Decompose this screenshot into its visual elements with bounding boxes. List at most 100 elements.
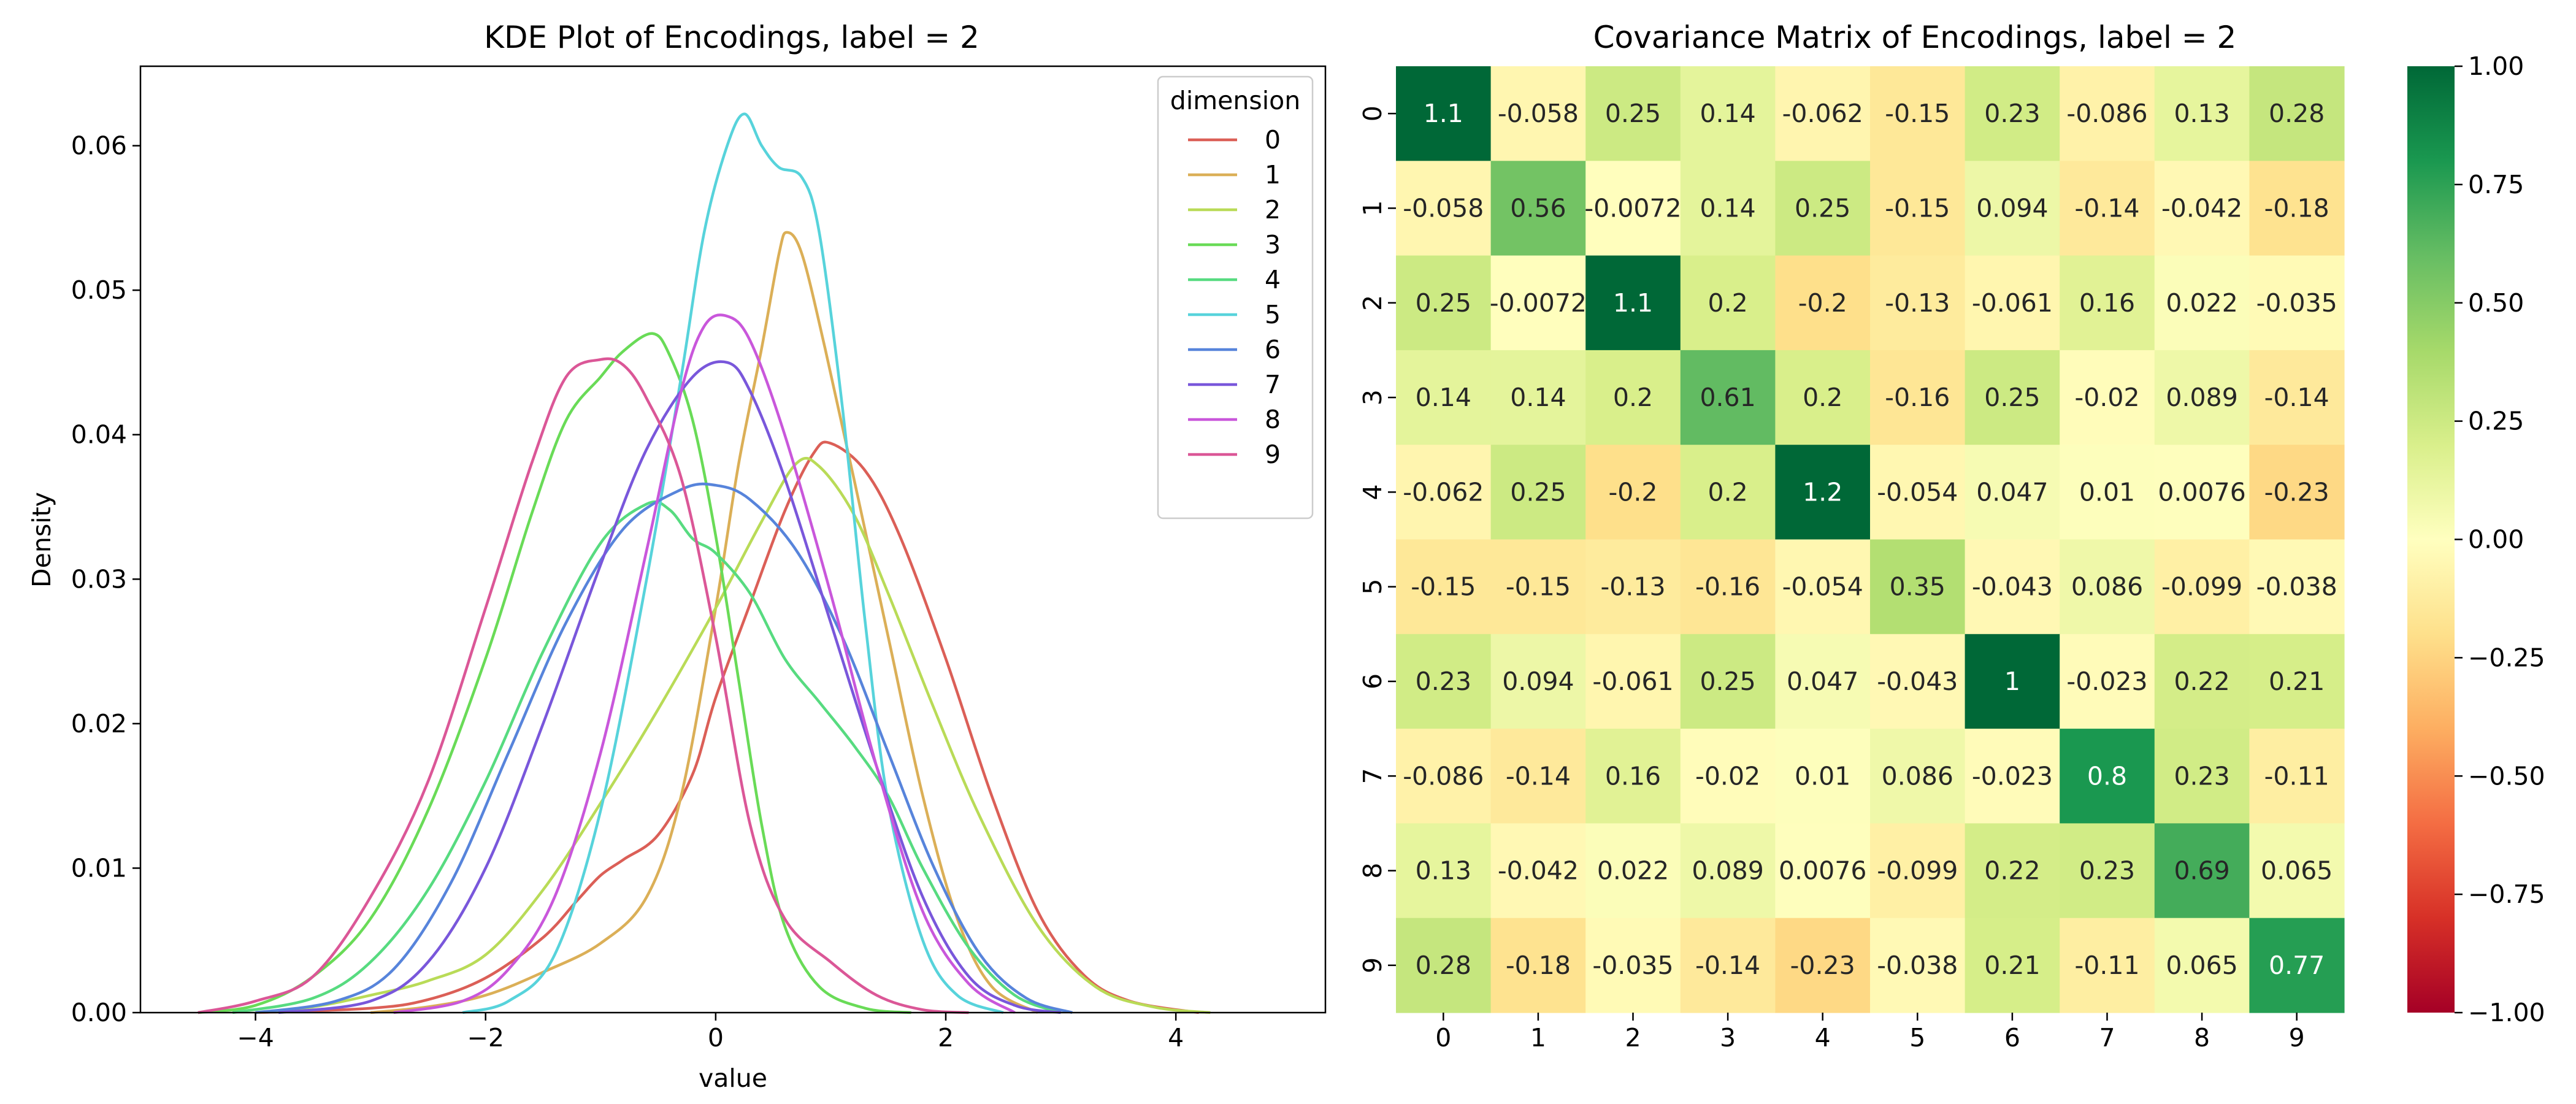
heatmap-cell-label: 0.022 <box>2166 288 2237 318</box>
heatmap-cell-label: -0.23 <box>1790 951 1855 980</box>
heatmap-cell-label: 0.21 <box>2269 667 2325 696</box>
heatmap-cell-label: 0.2 <box>1613 383 1653 412</box>
heatmap-cell <box>1870 66 1966 161</box>
col-tick-label: 1 <box>1530 1023 1546 1052</box>
kde-axes-frame <box>139 65 1327 1014</box>
heatmap-cell <box>1775 161 1871 256</box>
heatmap-cell-label: 1.2 <box>1803 477 1842 507</box>
heatmap-cell <box>1680 350 1776 445</box>
heatmap-cell <box>1775 255 1871 351</box>
heatmap-cell <box>2249 350 2345 445</box>
y-tick-label: 0.05 <box>71 275 127 305</box>
heatmap-cells: 1.1 -0.058 0.25 0.14 -0.062 -0.15 0.23 -0.086 0.… <box>1396 66 2345 1013</box>
heatmap-cell <box>2249 634 2345 729</box>
legend-label-2: 2 <box>1265 195 1281 224</box>
heatmap-cell-label: -0.15 <box>1885 99 1950 128</box>
heatmap-cell-label: -0.15 <box>1411 572 1476 602</box>
heatmap-cell <box>1775 634 1871 729</box>
heatmap-cell-label: -0.061 <box>1592 667 1673 696</box>
heatmap-cell-label: 0.25 <box>1700 667 1755 696</box>
colorbar-tick-label: −1.00 <box>2468 998 2545 1027</box>
heatmap-cell-label: -0.099 <box>2161 572 2242 602</box>
heatmap-cell <box>1490 918 1586 1013</box>
kde-line-dimension-3 <box>197 332 911 1014</box>
heatmap-cell-label: 1.1 <box>1424 99 1463 128</box>
y-tick-label: 0.06 <box>71 131 127 161</box>
row-tick-label: 4 <box>1358 484 1387 500</box>
heatmap-cell-label: 0.0076 <box>2158 477 2245 507</box>
heatmap-cell-label: 0.14 <box>1700 99 1755 128</box>
heatmap-cell <box>1965 66 2060 161</box>
kde-x-axis-ticks: −4 −2 0 2 4 <box>237 1013 1184 1052</box>
heatmap-cell <box>2060 66 2155 161</box>
heatmap-cell <box>1396 823 1492 919</box>
heatmap-cell-label: -0.11 <box>2264 761 2329 791</box>
heatmap-cell <box>1490 445 1586 540</box>
heatmap-cell-label: 0.094 <box>1502 667 1574 696</box>
heatmap-cell <box>2060 445 2155 540</box>
heatmap-cell-label: -0.043 <box>1877 667 1958 696</box>
heatmap-cell-label: -0.14 <box>1506 761 1571 791</box>
heatmap-cell-label: 0.25 <box>1795 193 1850 223</box>
heatmap-cell <box>1585 634 1681 729</box>
heatmap-cell-label: 0.77 <box>2269 951 2325 980</box>
heatmap-cell <box>2249 445 2345 540</box>
heatmap-cell-label: -0.2 <box>1798 288 1847 318</box>
heatmap-cell-label: 0.086 <box>2071 572 2143 602</box>
heatmap-cell <box>2060 350 2155 445</box>
row-tick-label: 6 <box>1358 673 1387 689</box>
heatmap-cell-label: 0.14 <box>1416 383 1471 412</box>
heatmap-cell-label: 1.1 <box>1613 288 1653 318</box>
heatmap-cell <box>1680 539 1776 635</box>
heatmap-cell-label: 0.25 <box>1510 477 1566 507</box>
colorbar-tick-label: 1.00 <box>2468 52 2524 81</box>
heatmap-cell <box>2060 255 2155 351</box>
heatmap-cell-label: 0.23 <box>1416 667 1471 696</box>
heatmap-cell <box>1965 539 2060 635</box>
kde-line-dimension-6 <box>255 482 1073 1014</box>
heatmap-cell <box>1870 445 1966 540</box>
heatmap-cell-label: 0.0076 <box>1779 856 1866 886</box>
y-tick-label: 0.00 <box>71 998 127 1027</box>
heatmap-cell <box>1680 255 1776 351</box>
heatmap-cell-label: -0.035 <box>1592 951 1673 980</box>
colorbar-tick-label: −0.50 <box>2468 761 2545 791</box>
heatmap-cell-label: 0.25 <box>1605 99 1661 128</box>
row-tick-label: 2 <box>1358 295 1387 311</box>
heatmap-cell-label: 0.022 <box>1597 856 1669 886</box>
heatmap-cell-label: -0.062 <box>1782 99 1863 128</box>
heatmap-cell-label: 0.047 <box>1787 667 1858 696</box>
legend-entries: 0 1 2 3 4 5 6 7 8 9 <box>1188 125 1281 469</box>
x-tick-label: 2 <box>938 1023 954 1052</box>
heatmap-cell <box>1490 729 1586 824</box>
heatmap-cell-label: 0.065 <box>2166 951 2237 980</box>
heatmap-cell-label: -0.086 <box>1403 761 1484 791</box>
heatmap-cell <box>1585 445 1681 540</box>
col-tick-label: 0 <box>1435 1023 1451 1052</box>
kde-y-axis-label: Density <box>27 492 56 588</box>
colorbar-tick-label: 0.00 <box>2468 525 2524 554</box>
heatmap-cell <box>1396 350 1492 445</box>
kde-y-axis-ticks: 0.00 0.01 0.02 0.03 0.04 0.05 0.06 <box>71 131 140 1027</box>
legend-frame <box>1157 75 1314 519</box>
legend-title: dimension <box>1170 86 1300 115</box>
legend-label-6: 6 <box>1265 335 1281 364</box>
heatmap-cell <box>1965 729 2060 824</box>
heatmap-cell-label: 0.22 <box>2174 667 2229 696</box>
legend-label-0: 0 <box>1265 125 1281 155</box>
heatmap-cell-label: -0.0072 <box>1584 193 1681 223</box>
heatmap-cell <box>1396 445 1492 540</box>
heatmap-cell-label: 0.2 <box>1708 288 1747 318</box>
heatmap-cell-label: -0.043 <box>1972 572 2053 602</box>
heatmap-cell-label: -0.11 <box>2074 951 2139 980</box>
kde-panel: KDE Plot of Encodings, label = 2 −4 −2 0 2 4… <box>27 20 1327 1093</box>
kde-title: KDE Plot of Encodings, label = 2 <box>484 20 979 55</box>
kde-lines <box>197 112 1211 1014</box>
heatmap-cell <box>1870 539 1966 635</box>
heatmap-cell-label: 1 <box>2004 667 2020 696</box>
heatmap-cell-label: -0.15 <box>1885 193 1950 223</box>
heatmap-cell-label: -0.14 <box>2074 193 2139 223</box>
heatmap-cell <box>1585 918 1681 1013</box>
kde-line-dimension-9 <box>197 357 969 1014</box>
heatmap-cell <box>2154 539 2250 635</box>
